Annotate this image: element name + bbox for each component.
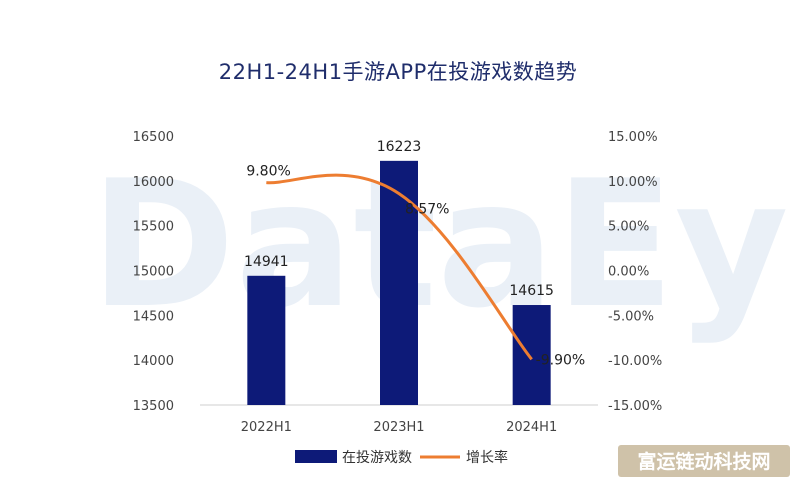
corner-brand-background xyxy=(618,445,790,477)
category-label: 2024H1 xyxy=(506,420,557,435)
right-tick-label: 10.00% xyxy=(608,175,658,190)
legend-bar-label: 在投游戏数 xyxy=(342,450,412,466)
right-tick-label: 0.00% xyxy=(608,265,649,280)
right-tick-label: 15.00% xyxy=(608,130,658,145)
bar xyxy=(380,160,418,405)
bar-value-label: 16223 xyxy=(377,139,422,155)
watermark-text: DataEye xyxy=(90,144,796,347)
category-labels: 2022H1 2023H1 2024H1 xyxy=(241,420,557,435)
bar-data-labels: 14941 16223 14615 xyxy=(244,139,554,299)
growth-rate-line xyxy=(266,173,533,361)
legend-bar-swatch xyxy=(295,450,337,463)
left-tick-label: 14500 xyxy=(133,309,174,324)
right-tick-label: 5.00% xyxy=(608,220,649,235)
line-value-label: -9.90% xyxy=(536,352,586,368)
chart-title: 22H1-24H1手游APP在投游戏数趋势 xyxy=(218,60,578,84)
left-tick-label: 13500 xyxy=(133,399,174,414)
bar xyxy=(247,275,286,405)
corner-brand: 富运链动科技网 xyxy=(618,445,790,477)
legend: 在投游戏数 增长率 xyxy=(295,449,508,466)
left-axis-ticks: 13500 14000 14500 15000 15500 16000 16500 xyxy=(133,130,174,414)
left-tick-label: 14000 xyxy=(133,354,174,369)
bar-value-label: 14941 xyxy=(244,254,289,270)
bar-value-label: 14615 xyxy=(509,283,554,299)
left-tick-label: 15500 xyxy=(133,220,174,235)
right-axis-ticks: -15.00% -10.00% -5.00% 0.00% 5.00% 10.00% 15.0… xyxy=(608,130,662,414)
bar xyxy=(512,305,551,405)
corner-brand-text: 富运链动科技网 xyxy=(637,450,770,473)
category-label: 2022H1 xyxy=(241,420,292,435)
right-tick-label: -15.00% xyxy=(608,399,662,414)
left-tick-label: 16000 xyxy=(133,175,174,190)
right-tick-label: -5.00% xyxy=(608,309,654,324)
left-tick-label: 16500 xyxy=(133,130,174,145)
left-tick-label: 15000 xyxy=(133,265,174,280)
line-value-label: 9.80% xyxy=(246,164,290,180)
category-label: 2023H1 xyxy=(373,420,424,435)
line-data-labels: 9.80% 8.57% -9.90% xyxy=(246,164,585,369)
legend-line-label: 增长率 xyxy=(466,449,508,466)
right-tick-label: -10.00% xyxy=(608,354,662,369)
line-value-label: 8.57% xyxy=(405,202,449,218)
